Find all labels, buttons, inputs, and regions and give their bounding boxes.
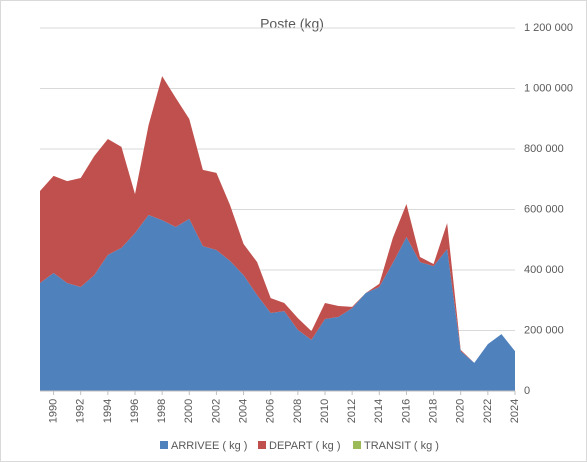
x-tick-label: 1996 <box>129 399 141 423</box>
legend-label: DEPART ( kg ) <box>269 440 341 452</box>
x-tick-label: 2018 <box>427 399 439 423</box>
x-tick-label: 2010 <box>319 399 331 423</box>
x-tick-label: 2006 <box>265 399 277 423</box>
x-tick-label: 2024 <box>509 399 521 423</box>
y-tick-label: 0 <box>524 385 530 397</box>
legend-label: ARRIVEE ( kg ) <box>171 440 247 452</box>
area <box>40 214 515 391</box>
x-tick-label: 2000 <box>183 399 195 423</box>
x-tick-label: 2014 <box>373 399 385 423</box>
x-tick-label: 2020 <box>455 399 467 423</box>
y-tick-label: 400 000 <box>524 264 564 276</box>
legend-swatch <box>160 441 168 449</box>
y-tick-label: 800 000 <box>524 143 564 155</box>
x-tick-label: 2012 <box>346 399 358 423</box>
legend-swatch <box>353 441 361 449</box>
x-tick-label: 1994 <box>102 399 114 423</box>
area <box>40 76 515 363</box>
x-tick-label: 1990 <box>47 399 59 423</box>
y-tick-label: 600 000 <box>524 203 564 215</box>
x-tick-label: 2022 <box>482 399 494 423</box>
chart-title: Poste (kg) <box>260 16 324 32</box>
y-tick-label: 1 000 000 <box>524 82 573 94</box>
x-tick-label: 1998 <box>156 399 168 423</box>
x-tick-label: 2008 <box>292 399 304 423</box>
x-tick-label: 2004 <box>237 399 249 423</box>
x-tick-label: 1992 <box>75 399 87 423</box>
y-tick-label: 1 200 000 <box>524 22 573 34</box>
legend-swatch <box>258 441 266 449</box>
x-tick-label: 2002 <box>210 399 222 423</box>
x-tick-label: 2016 <box>400 399 412 423</box>
legend-label: TRANSIT ( kg ) <box>364 440 439 452</box>
y-tick-label: 200 000 <box>524 324 564 336</box>
